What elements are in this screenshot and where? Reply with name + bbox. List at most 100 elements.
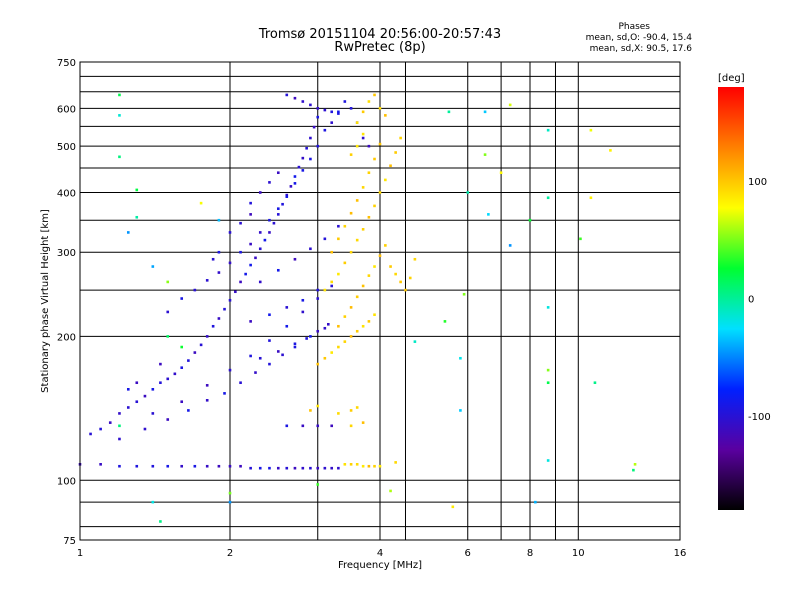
data-point: [263, 238, 267, 242]
data-point: [244, 272, 247, 276]
data-point: [249, 263, 252, 267]
data-point: [126, 406, 130, 409]
data-point: [361, 110, 365, 114]
data-point: [180, 345, 184, 349]
data-point: [337, 324, 340, 328]
data-point: [285, 424, 289, 428]
data-point: [349, 335, 353, 338]
data-point: [413, 340, 417, 343]
phases-x-stats: mean, sd,X: 90.5, 17.6: [589, 44, 692, 54]
data-point: [301, 310, 305, 314]
data-point: [254, 371, 257, 374]
grid: [80, 62, 680, 540]
data-point: [276, 171, 280, 175]
data-point: [297, 165, 301, 169]
data-point: [249, 320, 252, 323]
data-points: [78, 93, 637, 523]
data-point: [451, 505, 455, 509]
data-point: [399, 136, 402, 140]
data-point: [193, 351, 197, 354]
data-point: [309, 103, 312, 107]
data-point: [361, 186, 365, 189]
data-point: [609, 149, 612, 152]
data-point: [305, 146, 308, 150]
data-point: [309, 247, 312, 251]
data-point: [249, 201, 252, 205]
data-point: [285, 193, 289, 197]
y-tick-label: 500: [57, 142, 76, 153]
data-point: [166, 377, 170, 381]
data-point: [118, 412, 121, 415]
data-point: [330, 121, 334, 124]
data-point: [316, 297, 320, 300]
data-point: [217, 218, 221, 222]
data-point: [349, 211, 353, 215]
data-point: [135, 464, 139, 468]
data-point: [305, 337, 308, 340]
data-point: [118, 155, 121, 159]
data-point: [361, 421, 365, 424]
data-point: [384, 178, 387, 182]
data-point: [211, 257, 215, 261]
data-point: [508, 244, 512, 247]
data-point: [151, 265, 155, 268]
data-point: [349, 424, 353, 428]
data-point: [330, 110, 334, 114]
data-point: [632, 468, 635, 472]
data-point: [483, 153, 487, 156]
data-point: [228, 261, 232, 265]
data-point: [499, 171, 503, 175]
data-point: [316, 466, 320, 470]
data-point: [276, 350, 280, 353]
data-point: [272, 221, 276, 225]
data-point: [143, 394, 147, 398]
data-point: [143, 427, 147, 431]
data-point: [373, 204, 376, 208]
data-point: [508, 103, 512, 107]
data-point: [166, 418, 170, 421]
data-point: [217, 271, 221, 274]
x-tick-label: 10: [572, 548, 585, 559]
data-point: [546, 196, 550, 200]
data-point: [384, 114, 387, 117]
data-point: [316, 329, 320, 333]
data-point: [337, 466, 340, 470]
data-point: [258, 280, 262, 284]
data-point: [367, 464, 371, 468]
chart-subtitle: RwPretec (8p): [334, 40, 426, 55]
data-point: [337, 345, 340, 349]
x-axis: 1 2 4 6 8 10 16: [77, 548, 687, 559]
y-tick-label: 400: [57, 188, 76, 199]
data-point: [276, 213, 280, 216]
data-point: [180, 297, 184, 300]
colorbar-label: [deg]: [718, 73, 745, 84]
data-point: [135, 188, 139, 192]
data-point: [355, 121, 359, 124]
data-point: [293, 96, 297, 100]
data-point: [327, 322, 330, 326]
data-point: [447, 110, 451, 114]
data-point: [343, 100, 347, 103]
data-point: [466, 191, 470, 194]
data-point: [316, 424, 320, 428]
data-point: [223, 307, 226, 311]
data-point: [593, 381, 597, 385]
data-point: [281, 353, 284, 357]
data-point: [337, 412, 340, 415]
data-point: [301, 466, 305, 470]
data-point: [373, 464, 376, 468]
data-point: [323, 326, 327, 330]
data-point: [228, 368, 232, 372]
data-point: [378, 191, 382, 194]
data-point: [254, 256, 257, 260]
y-tick-label: 300: [57, 248, 76, 259]
data-point: [118, 424, 121, 428]
data-point: [166, 464, 170, 468]
data-point: [355, 238, 359, 242]
data-point: [316, 404, 320, 408]
data-point: [323, 128, 327, 132]
data-point: [228, 231, 232, 234]
data-point: [367, 274, 371, 277]
data-point: [330, 280, 334, 284]
data-point: [118, 114, 121, 117]
